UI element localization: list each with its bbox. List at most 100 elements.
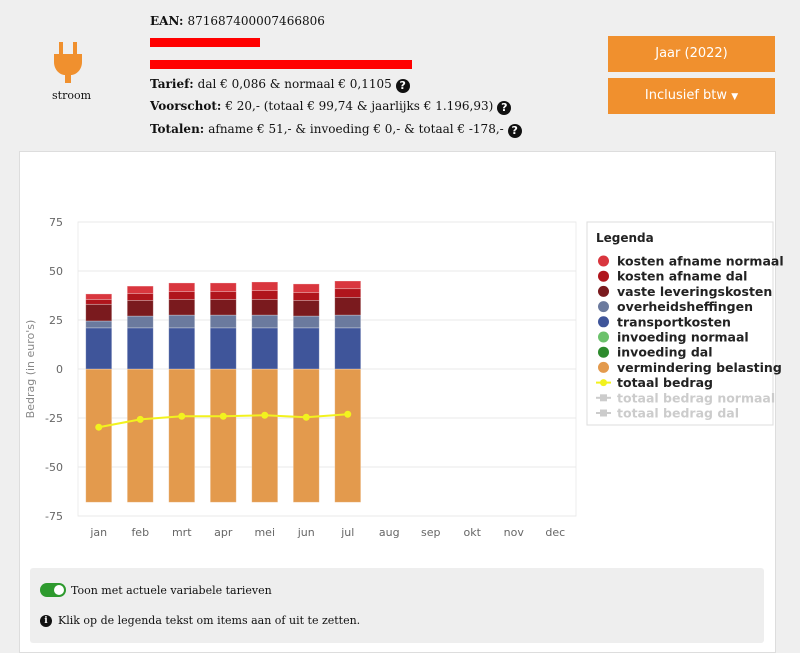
legend-item[interactable]: totaal bedrag	[596, 375, 713, 390]
bar-segment	[209, 368, 237, 503]
help-icon[interactable]: ?	[395, 79, 410, 93]
bar-segment	[292, 368, 320, 503]
y-tick-label: 75	[49, 216, 63, 229]
legend-label: transportkosten	[617, 314, 731, 329]
y-tick-label: -50	[45, 461, 63, 474]
legend-item[interactable]: kosten afname normaal	[598, 254, 784, 269]
line-point	[344, 410, 352, 418]
toggle-label: Toon met actuele variabele tarieven	[71, 584, 272, 597]
legend-label: kosten afname normaal	[617, 254, 784, 269]
legend-marker	[600, 379, 607, 387]
value: € 20,- (totaal € 99,74 & jaarlijks € 1.1…	[225, 99, 494, 113]
redaction	[150, 60, 412, 69]
legend-label: vaste leveringskosten	[617, 284, 772, 299]
bar-segment	[126, 299, 154, 317]
bar-segment	[292, 292, 320, 301]
voorschot-line: Voorschot: € 20,- (totaal € 99,74 & jaarl…	[150, 99, 512, 115]
legend-marker	[598, 346, 609, 358]
y-tick-label: 25	[49, 314, 63, 327]
bar-segment	[334, 368, 362, 503]
line-point	[302, 413, 310, 421]
x-tick-label: aug	[379, 526, 400, 539]
label: Inclusief btw	[644, 88, 728, 103]
bar-segment	[168, 291, 196, 300]
legend-marker	[598, 316, 609, 328]
label: EAN:	[150, 14, 184, 28]
plug-icon	[54, 42, 82, 83]
legend-item[interactable]: kosten afname dal	[598, 269, 747, 284]
bar-segment	[251, 314, 279, 329]
bar-segment	[85, 293, 113, 300]
x-tick-label: jun	[297, 526, 315, 539]
label: Totalen:	[150, 122, 205, 136]
line-point	[136, 415, 144, 423]
help-icon[interactable]: ?	[497, 101, 512, 115]
value: afname € 51,- & invoeding € 0,- & totaal…	[208, 122, 504, 136]
line-point	[219, 412, 227, 420]
btw-dropdown[interactable]: Inclusief btw ▼	[608, 78, 775, 114]
legend-label: vermindering belasting	[617, 360, 782, 375]
legend-marker	[598, 270, 609, 282]
legend-item[interactable]: overheidsheffingen	[598, 299, 753, 314]
legend-label: totaal bedrag normaal	[617, 390, 775, 405]
help-icon[interactable]: ?	[507, 124, 522, 138]
bar-segment	[334, 297, 362, 316]
legend-label: invoeding normaal	[617, 330, 749, 345]
bar-segment	[209, 291, 237, 300]
bar-segment	[209, 314, 237, 329]
legend-label: kosten afname dal	[617, 269, 747, 284]
bar-segment	[168, 368, 196, 503]
y-tick-label: -75	[45, 510, 63, 523]
legend-item[interactable]: totaal bedrag normaal	[596, 390, 775, 405]
legend-marker	[598, 301, 609, 313]
bar-segment	[334, 314, 362, 329]
y-tick-label: -25	[45, 412, 63, 425]
legend-item[interactable]: invoeding normaal	[598, 330, 749, 345]
line-point	[95, 423, 103, 431]
bar-segment	[85, 368, 113, 503]
legend-item[interactable]: vermindering belasting	[598, 360, 782, 375]
bar-segment	[126, 327, 154, 370]
bar-segment	[334, 280, 362, 290]
legend-marker	[600, 409, 607, 417]
redaction	[150, 38, 260, 47]
legend-label: invoeding dal	[617, 345, 713, 360]
bar-segment	[251, 327, 279, 370]
legend-marker	[600, 394, 607, 402]
x-tick-label: feb	[131, 526, 149, 539]
legend-item[interactable]: vaste leveringskosten	[598, 284, 772, 299]
info-icon: i	[40, 615, 52, 627]
x-tick-label: dec	[545, 526, 565, 539]
bar-segment	[334, 288, 362, 298]
x-tick-label: sep	[421, 526, 440, 539]
toggle[interactable]	[40, 583, 66, 597]
totalen-line: Totalen: afname € 51,- & invoeding € 0,- …	[150, 122, 522, 138]
x-tick-label: jan	[89, 526, 107, 539]
bar-segment	[85, 320, 113, 329]
x-tick-label: nov	[504, 526, 525, 539]
bar-segment	[292, 299, 320, 317]
bar-segment	[85, 327, 113, 370]
legend-marker	[598, 255, 609, 267]
bar-segment	[292, 315, 320, 329]
x-tick-label: mei	[254, 526, 275, 539]
bar-segment	[126, 285, 154, 294]
bar-segment	[168, 327, 196, 370]
bar-segment	[126, 315, 154, 329]
legend-item[interactable]: transportkosten	[598, 314, 731, 329]
x-tick-label: apr	[214, 526, 233, 539]
value: dal € 0,086 & normaal € 0,1105	[197, 77, 392, 91]
label: Voorschot:	[150, 99, 222, 113]
value: 871687400007466806	[187, 14, 325, 28]
legend-item[interactable]: invoeding dal	[598, 345, 713, 360]
tarief-line: Tarief: dal € 0,086 & normaal € 0,1105?	[150, 77, 410, 93]
legend-item[interactable]: totaal bedrag dal	[596, 406, 739, 421]
legend-label: totaal bedrag	[617, 375, 713, 390]
y-tick-label: 0	[56, 363, 63, 376]
x-tick-label: okt	[464, 526, 482, 539]
year-button[interactable]: Jaar (2022)	[608, 36, 775, 72]
legend-marker	[598, 361, 609, 373]
ean-line: EAN: 871687400007466806	[150, 14, 325, 28]
y-axis-label: Bedrag (in euro's)	[24, 320, 37, 419]
